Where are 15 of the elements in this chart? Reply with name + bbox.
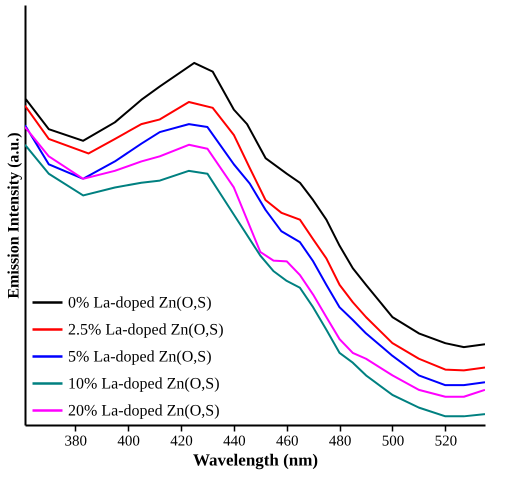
legend-label: 20% La-doped Zn(O,S): [68, 402, 220, 420]
legend-label: 5% La-doped Zn(O,S): [68, 348, 212, 366]
x-tick-label: 520: [434, 434, 458, 450]
x-tick-label: 500: [382, 434, 404, 450]
legend-label: 2.5% La-doped Zn(O,S): [68, 322, 224, 338]
x-tick-label: 400: [117, 434, 140, 450]
y-axis-title: Emission Intensity (a.u.): [6, 132, 22, 299]
x-tick-label: 420: [170, 434, 193, 450]
x-tick-label: 460: [276, 434, 298, 450]
x-tick-label: 380: [64, 434, 87, 450]
x-axis-title: Wavelength (nm): [192, 450, 318, 470]
legend-label: 10% La-doped Zn(O,S): [68, 376, 220, 392]
x-tick-label: 440: [223, 434, 246, 450]
legend-label: 0% La-doped Zn(O,S): [68, 294, 212, 312]
x-tick-label: 480: [328, 434, 352, 450]
